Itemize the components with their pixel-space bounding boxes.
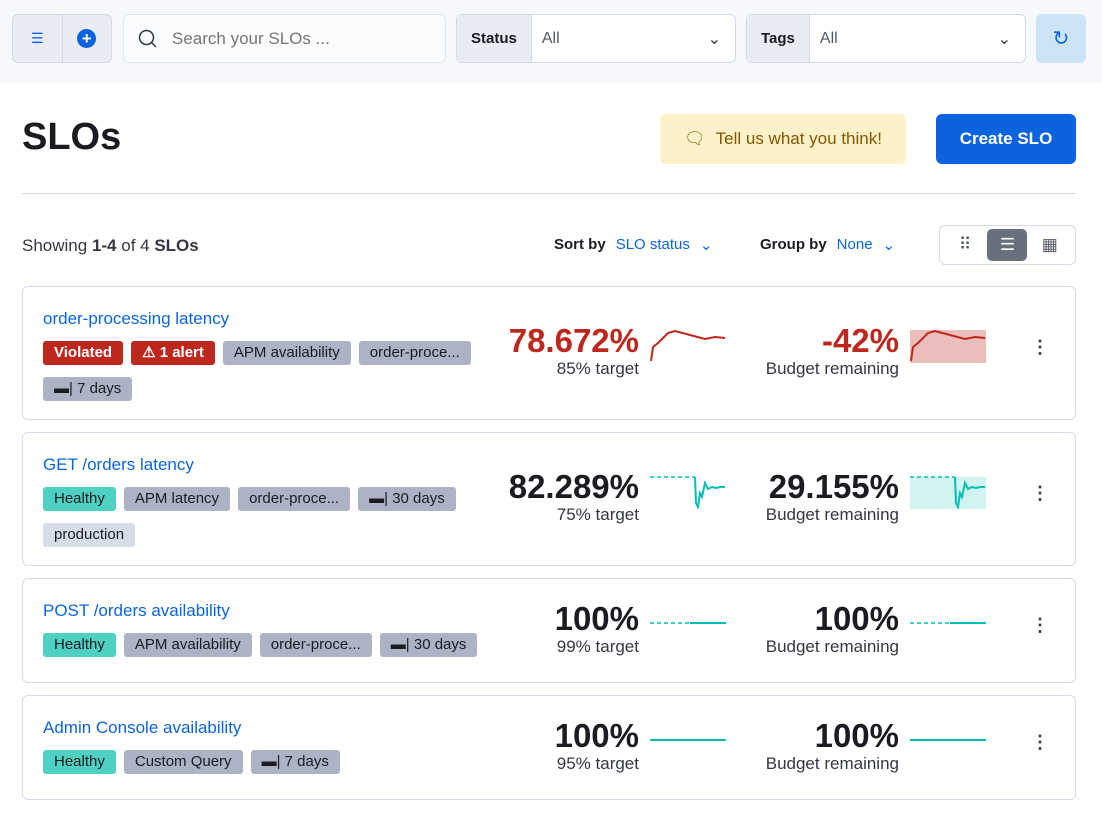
budget-metric: -42% Budget remaining <box>765 322 899 379</box>
sli-sparkline <box>650 622 726 624</box>
sparkline-line <box>650 329 726 362</box>
status-value: All <box>541 29 560 47</box>
budget-metric: 100% Budget remaining <box>765 600 899 657</box>
page-title: SLOs <box>22 116 122 158</box>
badge[interactable]: order-proce... <box>238 487 351 511</box>
calendar-icon: ▬| <box>390 636 414 653</box>
badge[interactable]: order-proce... <box>259 633 372 657</box>
slo-row: order-processing latency Violated ⚠ 1 aler… <box>22 286 1076 420</box>
sparkline-line <box>954 476 985 509</box>
plus-icon: + <box>77 29 97 48</box>
calendar-icon: ▬| <box>369 490 393 507</box>
badge[interactable]: ▬| 30 days <box>379 633 478 657</box>
search-input[interactable] <box>172 28 422 49</box>
badge[interactable]: order-proce... <box>358 341 471 365</box>
tags-select[interactable]: Tags All ⌄ <box>746 14 1026 63</box>
card-view-button[interactable]: ⠿ <box>945 229 985 261</box>
view-toggle: ⠿ ☰ ▦ <box>939 225 1076 265</box>
badge[interactable]: Healthy <box>43 633 116 657</box>
chevron-down-icon: ⌄ <box>707 30 721 48</box>
filter-button[interactable]: ☰ <box>13 15 63 62</box>
badge-list: Healthy Custom Query ▬| 7 days <box>43 750 513 774</box>
search-field[interactable] <box>123 14 446 63</box>
budget-metric: 29.155% Budget remaining <box>765 468 899 525</box>
calendar-icon: ▬| <box>261 753 285 770</box>
feedback-label: Tell us what you think! <box>715 129 882 148</box>
table-icon: ▦ <box>1041 235 1058 254</box>
filter-button-group: ☰ + <box>12 14 112 63</box>
badge[interactable]: APM availability <box>123 633 252 657</box>
tags-value: All <box>819 29 838 47</box>
slo-name-link[interactable]: GET /orders latency <box>43 455 194 474</box>
comment-icon: 🗨 <box>684 129 706 148</box>
badge[interactable]: ▬| 7 days <box>250 750 340 774</box>
badge[interactable]: APM availability <box>222 341 351 365</box>
sli-sparkline <box>650 739 726 741</box>
sli-sparkline <box>650 476 725 509</box>
badge[interactable]: ▬| 7 days <box>43 377 133 401</box>
more-actions-button[interactable]: ⋮ <box>1031 483 1049 503</box>
status-select[interactable]: Status All ⌄ <box>456 14 736 63</box>
badge-list: Violated ⚠ 1 alert APM availability order-p… <box>43 341 513 401</box>
badge[interactable]: Healthy <box>43 487 116 511</box>
budget-sparkline <box>910 622 986 624</box>
create-slo-button[interactable]: Create SLO <box>936 114 1076 164</box>
slo-name-link[interactable]: Admin Console availability <box>43 718 242 737</box>
sparkline-line <box>910 329 986 362</box>
chevron-down-icon: ⌄ <box>882 237 896 254</box>
badge[interactable]: Violated <box>43 341 124 365</box>
badge-list: Healthy APM availability order-proce... ▬| … <box>43 633 513 657</box>
slo-row: GET /orders latency Healthy APM latency ord… <box>22 432 1076 566</box>
filter-icon: ☰ <box>30 30 44 46</box>
refresh-button[interactable]: ↻ <box>1036 14 1086 63</box>
badge[interactable]: production <box>43 523 136 547</box>
feedback-button[interactable]: 🗨 Tell us what you think! <box>660 114 906 164</box>
more-actions-button[interactable]: ⋮ <box>1031 614 1049 635</box>
badge[interactable]: ⚠ 1 alert <box>131 341 215 365</box>
budget-sparkline <box>910 329 986 363</box>
status-label: Status <box>457 15 532 62</box>
budget-sparkline <box>910 476 986 509</box>
budget-area <box>910 477 986 509</box>
chevron-down-icon: ⌄ <box>997 30 1011 48</box>
chevron-down-icon: ⌄ <box>699 237 713 254</box>
tags-label: Tags <box>747 15 810 62</box>
divider <box>22 193 1076 194</box>
sli-metric: 78.672% 85% target <box>508 322 639 379</box>
slo-name-link[interactable]: POST /orders availability <box>43 601 230 620</box>
sli-metric: 100% 95% target <box>554 717 639 774</box>
sli-metric: 100% 99% target <box>554 600 639 657</box>
search-icon <box>138 29 157 48</box>
add-filter-button[interactable]: + <box>63 15 112 62</box>
badge[interactable]: APM latency <box>123 487 231 511</box>
calendar-icon: ▬| <box>54 380 78 397</box>
group-by-control[interactable]: Group by None ⌄ <box>760 236 896 254</box>
sort-by-control[interactable]: Sort by SLO status ⌄ <box>554 236 713 254</box>
results-count: Showing 1-4 of 4 SLOs <box>22 236 199 255</box>
slo-row: POST /orders availability Healthy APM avai… <box>22 578 1076 683</box>
badge[interactable]: Custom Query <box>123 750 243 774</box>
grid-icon: ⠿ <box>958 235 972 254</box>
table-view-button[interactable]: ▦ <box>1030 229 1070 261</box>
badge[interactable]: ▬| 30 days <box>358 487 456 511</box>
budget-metric: 100% Budget remaining <box>765 717 899 774</box>
budget-sparkline <box>910 739 986 741</box>
refresh-icon: ↻ <box>1052 28 1070 50</box>
slo-name-link[interactable]: order-processing latency <box>43 309 230 328</box>
sli-sparkline <box>650 329 726 362</box>
more-actions-button[interactable]: ⋮ <box>1031 337 1049 357</box>
badge[interactable]: Healthy <box>43 750 116 774</box>
slo-row: Admin Console availability Healthy Custom … <box>22 695 1076 800</box>
top-toolbar: ☰ + Status All ⌄ Tags All ⌄ ↻ <box>0 0 1102 83</box>
sli-metric: 82.289% 75% target <box>508 468 639 525</box>
badge-list: Healthy APM latency order-proce... ▬| 30 da… <box>43 487 513 547</box>
more-actions-button[interactable]: ⋮ <box>1031 731 1049 752</box>
sparkline-line <box>694 476 725 509</box>
list-icon: ☰ <box>999 235 1016 254</box>
list-view-button[interactable]: ☰ <box>987 229 1028 261</box>
